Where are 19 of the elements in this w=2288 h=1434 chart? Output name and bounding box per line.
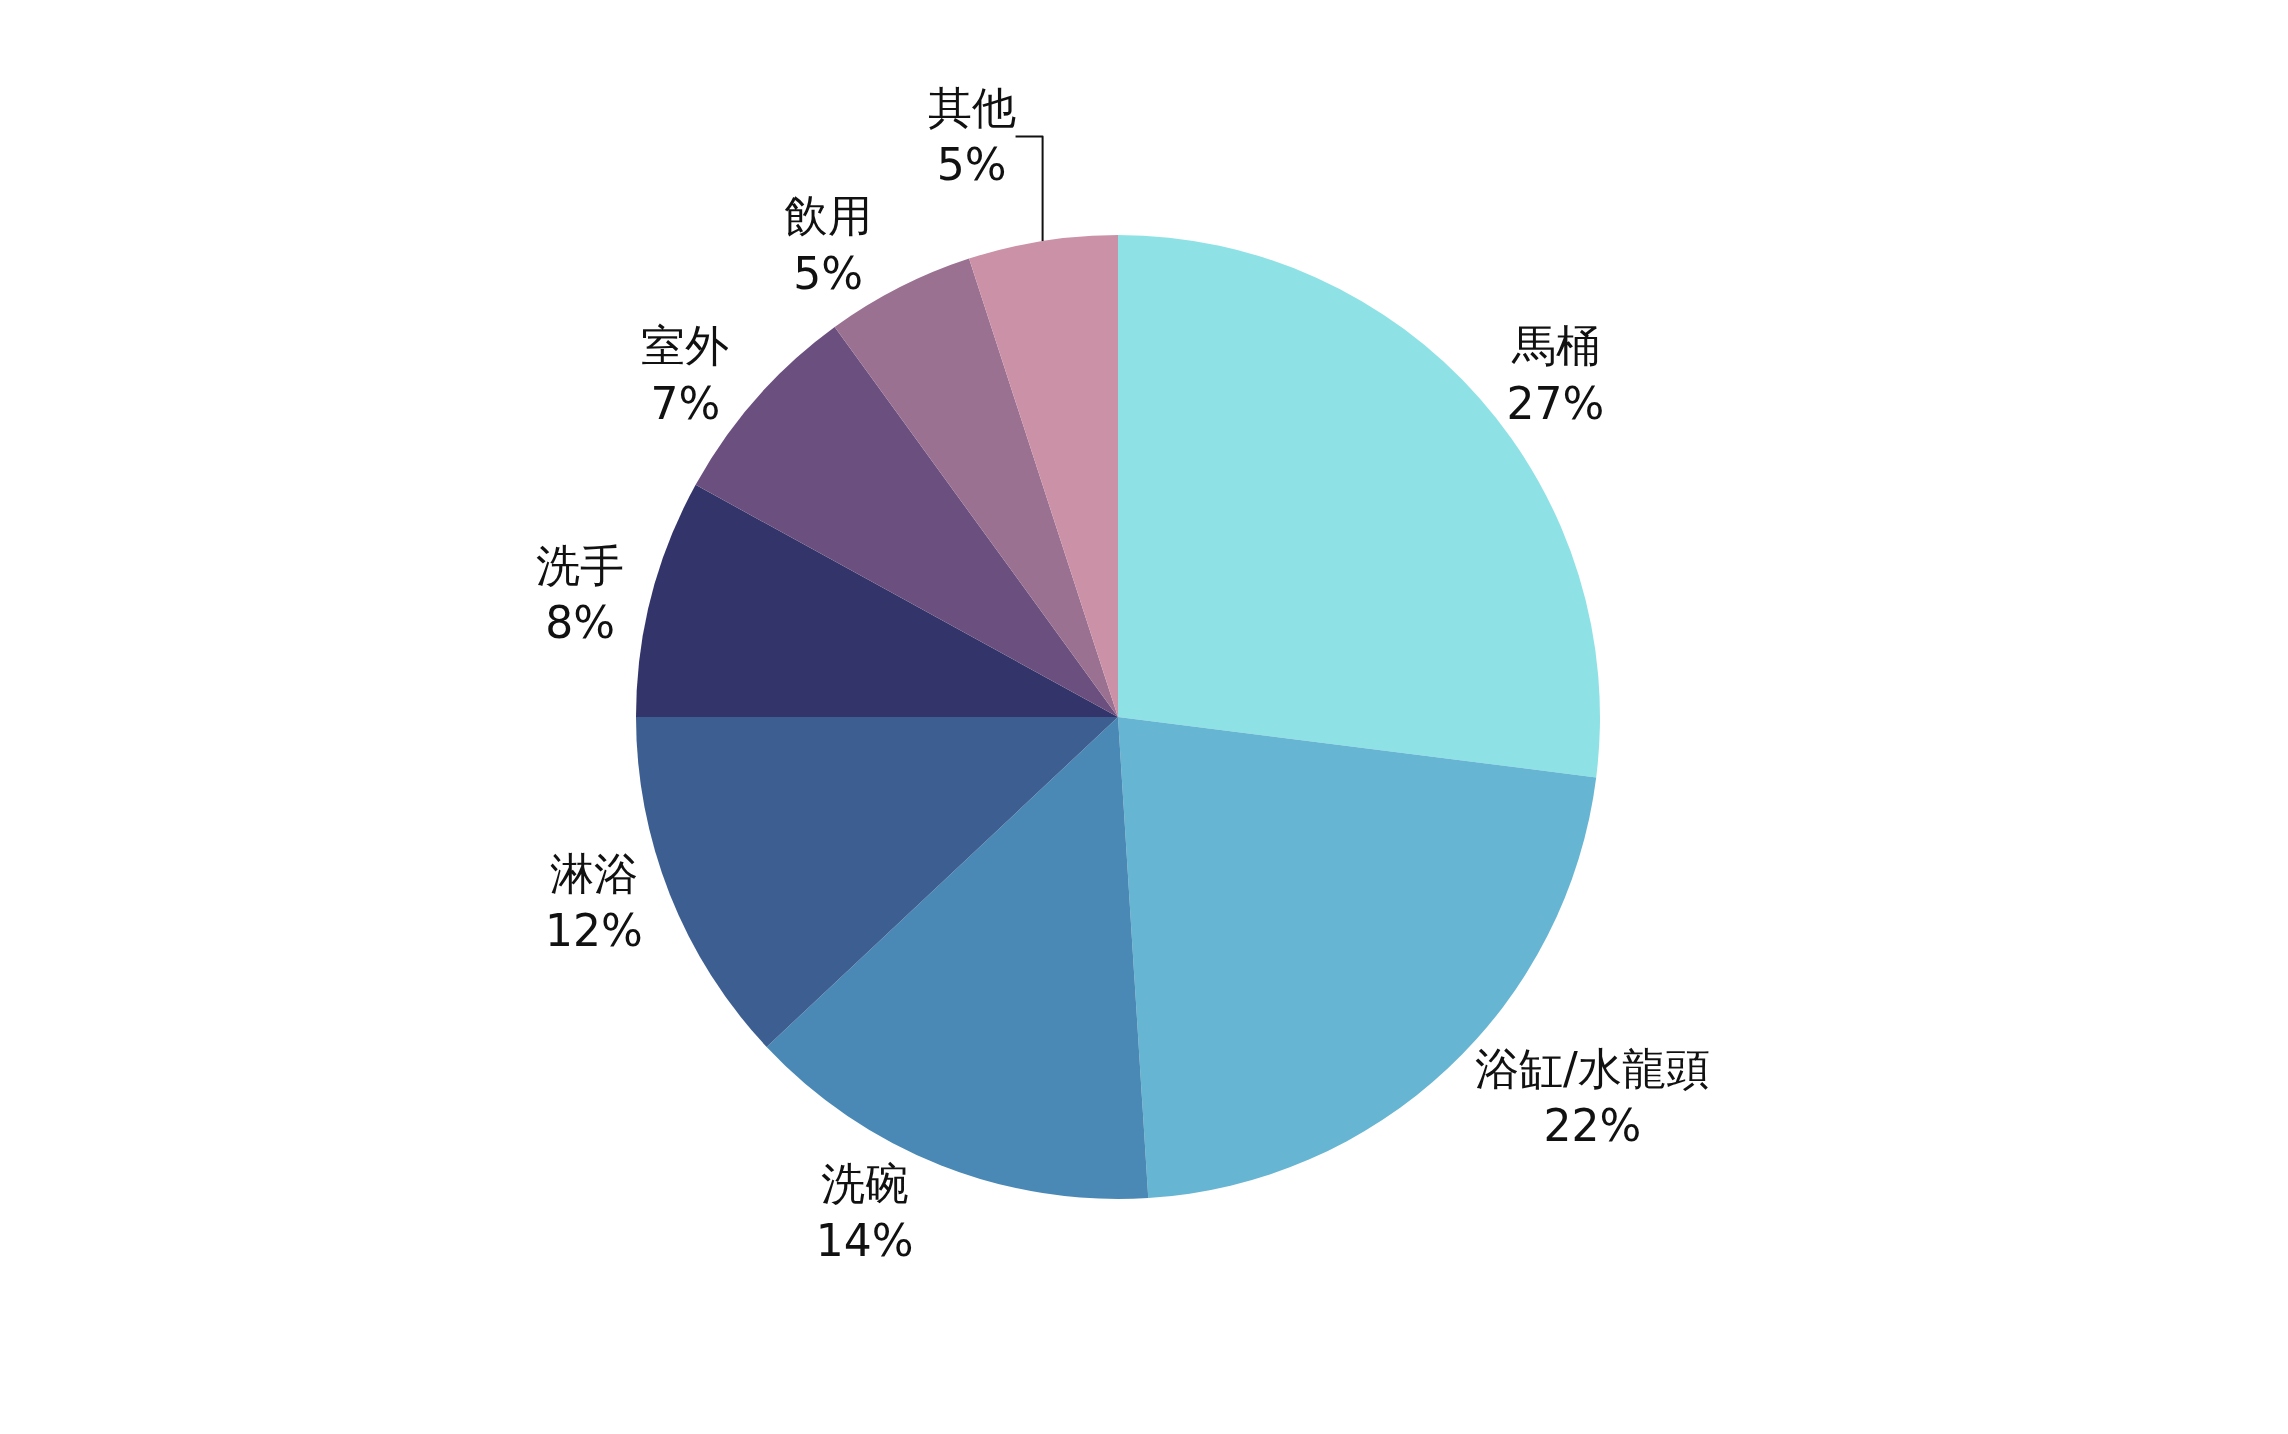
data-label: 5%: [793, 247, 864, 299]
slice-label: 室外: [641, 320, 730, 372]
slice-label: 馬桶: [1510, 320, 1600, 372]
pie-slice: [636, 484, 1118, 717]
slice-label: 浴缸/水龍頭: [1475, 1043, 1710, 1095]
data-label: 22%: [1543, 1100, 1642, 1152]
data-label: 5%: [936, 139, 1007, 191]
data-label: 12%: [545, 904, 643, 956]
data-label: 14%: [815, 1215, 914, 1267]
slice-label: 洗碗: [820, 1157, 909, 1209]
data-label: 27%: [1506, 377, 1605, 429]
data-label: 8%: [545, 596, 615, 648]
pie-slice: [1118, 235, 1600, 778]
pie-slice: [969, 235, 1118, 717]
slice-label: 淋浴: [549, 847, 638, 899]
slice-label: 其他: [927, 82, 1016, 134]
slice-label: 洗手: [536, 539, 625, 591]
slice-label: 飲用: [784, 190, 873, 242]
data-label: 7%: [650, 377, 721, 429]
